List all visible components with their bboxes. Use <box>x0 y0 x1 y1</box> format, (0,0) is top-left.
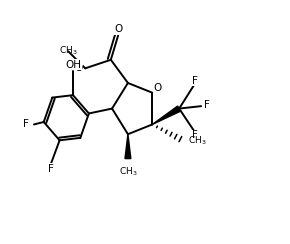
Text: CH$_3$: CH$_3$ <box>59 45 77 58</box>
Text: F: F <box>192 131 198 140</box>
Polygon shape <box>152 106 181 124</box>
Text: F: F <box>204 101 210 110</box>
Text: O: O <box>74 63 82 73</box>
Text: O: O <box>114 24 122 34</box>
Polygon shape <box>125 134 131 159</box>
Text: O: O <box>154 83 162 93</box>
Text: F: F <box>192 76 198 85</box>
Text: F: F <box>23 119 29 129</box>
Text: F: F <box>48 164 54 174</box>
Text: OH: OH <box>66 60 82 70</box>
Text: CH$_3$: CH$_3$ <box>119 166 137 178</box>
Text: CH$_3$: CH$_3$ <box>188 134 206 147</box>
